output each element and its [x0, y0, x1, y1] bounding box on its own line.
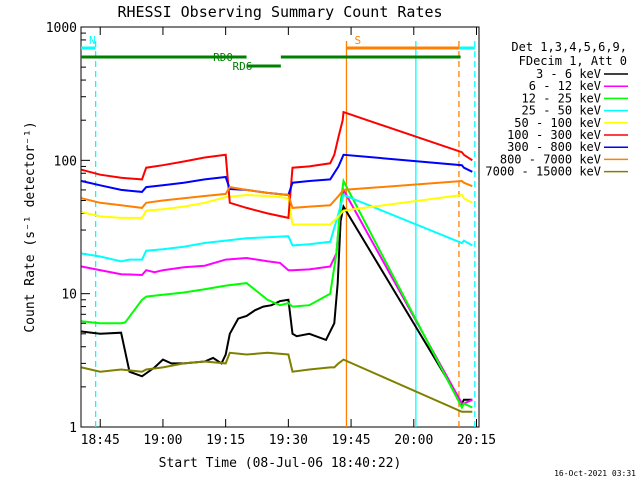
status-bar-label-2: RD0 — [213, 51, 233, 64]
legend-label-4: 50 - 100 keV — [514, 116, 601, 130]
series-line-4 — [81, 193, 473, 226]
status-bar-label-1: S — [354, 34, 361, 47]
series-line-5 — [81, 110, 473, 220]
series-line-7 — [81, 179, 473, 209]
x-tick-label-5: 20:00 — [394, 433, 433, 448]
series-line-8 — [81, 351, 473, 413]
legend-label-0: 3 - 6 keV — [536, 67, 601, 81]
x-tick-label-6: 20:15 — [457, 433, 496, 448]
x-axis-label: Start Time (08-Jul-06 18:40:22) — [159, 456, 402, 471]
status-bar-label-3: RD6 — [233, 60, 253, 73]
legend-label-2: 12 - 25 keV — [522, 91, 601, 105]
y-tick-label-3: 1000 — [46, 21, 77, 36]
chart-title: RHESSI Observing Summary Count Rates — [117, 3, 442, 21]
legend-label-7: 800 - 7000 keV — [500, 152, 601, 166]
y-tick-label-2: 100 — [54, 154, 77, 169]
legend-label-6: 300 - 800 keV — [507, 140, 601, 154]
x-tick-label-0: 18:45 — [81, 433, 120, 448]
y-tick-label-0: 1 — [69, 421, 77, 436]
footer-date: 16-Oct-2021 03:31 — [554, 469, 636, 478]
x-tick-label-2: 19:15 — [206, 433, 245, 448]
x-tick-label-3: 19:30 — [269, 433, 308, 448]
status-bar-label-0: N — [89, 34, 96, 47]
series-line-3 — [81, 193, 473, 263]
legend-label-5: 100 - 300 keV — [507, 128, 601, 142]
plot-frame — [80, 26, 480, 428]
vertical-markers — [94, 41, 476, 427]
y-tick-label-1: 10 — [61, 288, 77, 303]
plot-area — [80, 26, 480, 428]
x-tick-label-4: 19:45 — [332, 433, 371, 448]
legend-header-line-2: FDecim 1, Att 0 — [519, 54, 627, 68]
x-tick-label-1: 19:00 — [143, 433, 182, 448]
legend-header-line-1: Det 1,3,4,5,6,9, — [511, 40, 627, 54]
legend-label-3: 25 - 50 keV — [522, 104, 601, 118]
series-line-2 — [81, 177, 473, 410]
series-line-6 — [81, 153, 473, 197]
legend-label-8: 7000 - 15000 keV — [485, 165, 601, 179]
y-axis-label: Count Rate (s⁻¹ detector⁻¹) — [23, 121, 38, 332]
axis-ticks: 18:45 19:00 19:15 19:30 19:45 20:00 20:15 1 10 10… — [46, 21, 496, 448]
series-line-0 — [81, 203, 473, 406]
legend-label-1: 6 - 12 keV — [529, 79, 601, 93]
series-lines — [81, 110, 473, 413]
